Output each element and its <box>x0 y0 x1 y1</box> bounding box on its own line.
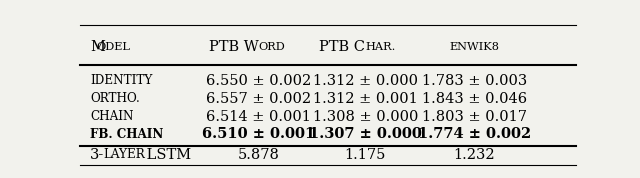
Text: HAR.: HAR. <box>365 42 396 52</box>
Text: ENWIK8: ENWIK8 <box>449 42 499 52</box>
Text: 1.803 ± 0.017: 1.803 ± 0.017 <box>422 110 527 124</box>
Text: ORD: ORD <box>259 42 285 52</box>
Text: LSTM: LSTM <box>142 148 191 162</box>
Text: 1.783 ± 0.003: 1.783 ± 0.003 <box>422 74 527 88</box>
Text: PTB W: PTB W <box>209 40 259 54</box>
Text: 1.774 ± 0.002: 1.774 ± 0.002 <box>418 127 531 142</box>
Text: ODEL: ODEL <box>97 42 131 52</box>
Text: 6.510 ± 0.001: 6.510 ± 0.001 <box>202 127 315 142</box>
Text: M: M <box>90 40 105 54</box>
Text: FB. CHAIN: FB. CHAIN <box>90 128 163 141</box>
Text: 1.312 ± 0.000: 1.312 ± 0.000 <box>313 74 418 88</box>
Text: ORTHO.: ORTHO. <box>90 92 140 105</box>
Text: 1.232: 1.232 <box>454 148 495 162</box>
Text: PTB C: PTB C <box>319 40 365 54</box>
Text: 1.843 ± 0.046: 1.843 ± 0.046 <box>422 92 527 106</box>
Text: 1.312 ± 0.001: 1.312 ± 0.001 <box>313 92 417 106</box>
Text: 1.308 ± 0.000: 1.308 ± 0.000 <box>312 110 418 124</box>
Text: 1.175: 1.175 <box>344 148 386 162</box>
Text: 5.878: 5.878 <box>237 148 280 162</box>
Text: 6.514 ± 0.001: 6.514 ± 0.001 <box>206 110 311 124</box>
Text: 3-: 3- <box>90 148 104 162</box>
Text: IDENTITY: IDENTITY <box>90 74 152 87</box>
Text: 1.307 ± 0.000: 1.307 ± 0.000 <box>308 127 422 142</box>
Text: CHAIN: CHAIN <box>90 110 133 123</box>
Text: LAYER: LAYER <box>104 148 145 161</box>
Text: 6.550 ± 0.002: 6.550 ± 0.002 <box>206 74 311 88</box>
Text: 6.557 ± 0.002: 6.557 ± 0.002 <box>206 92 311 106</box>
